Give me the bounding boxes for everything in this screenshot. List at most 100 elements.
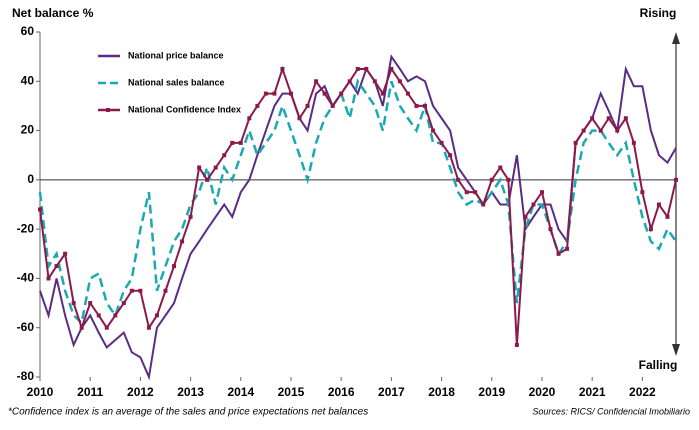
point	[330, 103, 335, 108]
footnote: *Confidence index is an average of the s…	[8, 407, 368, 418]
point	[79, 325, 84, 330]
point	[222, 153, 227, 158]
point	[590, 116, 595, 121]
legend-label: National price balance	[128, 50, 224, 60]
x-tick-label: 2017	[378, 385, 405, 399]
source: Sources: RICS/ Confidencial Imobiliario	[532, 406, 690, 416]
point	[414, 103, 419, 108]
point	[305, 103, 310, 108]
point	[506, 177, 511, 182]
x-tick-label: 2010	[27, 385, 54, 399]
x-tick-label: 2011	[77, 385, 103, 399]
point	[581, 128, 586, 133]
point	[439, 140, 444, 145]
point	[280, 66, 285, 71]
point	[54, 264, 59, 269]
x-tick-label: 2012	[127, 385, 154, 399]
point	[556, 251, 561, 256]
legend-marker	[106, 108, 110, 112]
point	[364, 66, 369, 71]
point	[121, 301, 126, 306]
point	[573, 140, 578, 145]
point	[263, 91, 268, 96]
point	[464, 190, 469, 195]
point	[88, 301, 93, 306]
x-tick-label: 2019	[478, 385, 505, 399]
point	[631, 140, 636, 145]
point	[380, 91, 385, 96]
point	[665, 214, 670, 219]
x-tick-label: 2014	[227, 385, 254, 399]
y-tick-label: 60	[21, 24, 35, 38]
y-tick-label: -60	[17, 320, 35, 334]
point	[347, 79, 352, 84]
x-tick-label: 2020	[529, 385, 556, 399]
point	[623, 116, 628, 121]
y-tick-label: 20	[21, 123, 35, 137]
point	[154, 313, 159, 318]
y-tick-label: 40	[21, 73, 35, 87]
point	[481, 202, 486, 207]
rising-label: Rising	[640, 6, 677, 20]
y-tick-label: -20	[17, 221, 35, 235]
point	[514, 342, 519, 347]
x-tick-label: 2016	[328, 385, 355, 399]
point	[113, 313, 118, 318]
point	[656, 202, 661, 207]
point	[172, 264, 177, 269]
point	[405, 91, 410, 96]
y-tick-label: -80	[17, 369, 35, 383]
point	[423, 103, 428, 108]
series-line	[38, 78, 678, 326]
point	[448, 153, 453, 158]
point	[548, 227, 553, 232]
point	[180, 239, 185, 244]
point	[598, 128, 603, 133]
point	[288, 91, 293, 96]
x-tick-label: 2013	[177, 385, 204, 399]
point	[297, 116, 302, 121]
point	[648, 227, 653, 232]
point	[489, 177, 494, 182]
point	[389, 66, 394, 71]
point	[146, 325, 151, 330]
point	[197, 165, 202, 170]
point	[674, 177, 679, 182]
x-tick-label: 2018	[428, 385, 455, 399]
point	[615, 128, 620, 133]
point	[456, 177, 461, 182]
point	[397, 79, 402, 84]
point	[372, 79, 377, 84]
x-tick-label: 2015	[278, 385, 305, 399]
point	[322, 91, 327, 96]
legend-label: National Confidence Index	[128, 104, 241, 114]
point	[640, 190, 645, 195]
x-tick-label: 2021	[579, 385, 606, 399]
point	[46, 276, 51, 281]
point	[539, 190, 544, 195]
point	[71, 301, 76, 306]
falling-label: Falling	[639, 358, 678, 372]
point	[255, 103, 260, 108]
point	[565, 246, 570, 251]
point	[104, 325, 109, 330]
point	[523, 214, 528, 219]
point	[339, 91, 344, 96]
x-tick-label: 2022	[629, 385, 656, 399]
point	[606, 116, 611, 121]
y-tick-label: 0	[27, 172, 34, 186]
point	[96, 313, 101, 318]
y-tick-label: -40	[17, 271, 35, 285]
point	[205, 177, 210, 182]
point	[63, 251, 68, 256]
point	[498, 165, 503, 170]
point	[247, 116, 252, 121]
point	[272, 91, 277, 96]
legend-label: National sales balance	[128, 77, 225, 87]
point	[531, 202, 536, 207]
point	[314, 79, 319, 84]
point	[138, 288, 143, 293]
point	[213, 165, 218, 170]
point	[355, 66, 360, 71]
